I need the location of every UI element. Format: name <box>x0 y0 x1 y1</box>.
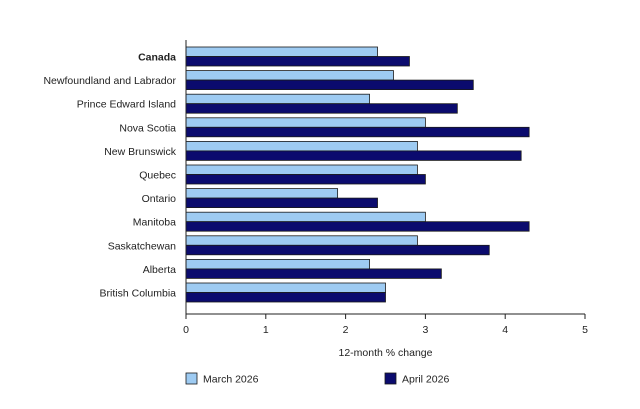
category-label-saskatchewan: Saskatchewan <box>108 240 176 252</box>
bar-newfoundland-and-labrador-april-2026 <box>185 79 474 90</box>
category-label-alberta: Alberta <box>143 264 176 276</box>
bar-british-columbia-april-2026 <box>185 292 386 303</box>
category-label-ontario: Ontario <box>142 193 177 205</box>
bar-new-brunswick-april-2026 <box>185 150 522 161</box>
category-labels: Canada Newfoundland and Labrador Prince Ed… <box>43 52 176 300</box>
bar-nova-scotia-march-2026 <box>185 117 426 128</box>
bar-manitoba-april-2026 <box>185 221 530 232</box>
bar-ontario-april-2026 <box>185 197 378 209</box>
bar-saskatchewan-april-2026 <box>185 244 490 256</box>
legend-swatch-march-2026 <box>185 372 198 385</box>
x-axis-ticks: 0 1 2 3 4 5 <box>183 314 588 336</box>
bar-canada-april-2026 <box>185 56 410 67</box>
category-label-manitoba: Manitoba <box>133 217 176 229</box>
legend-swatch-april-2026 <box>384 372 397 385</box>
x-tick-label-5: 5 <box>582 324 588 336</box>
bar-british-columbia-march-2026 <box>185 282 386 293</box>
bars-group <box>185 46 530 303</box>
legend-label-march-2026: March 2026 <box>203 374 259 386</box>
bar-new-brunswick-march-2026 <box>185 140 418 152</box>
bar-saskatchewan-march-2026 <box>185 235 418 246</box>
x-tick-label-2: 2 <box>343 324 349 336</box>
legend-label-april-2026: April 2026 <box>402 374 449 386</box>
bar-prince-edward-island-april-2026 <box>185 103 458 114</box>
bar-newfoundland-and-labrador-march-2026 <box>185 70 394 81</box>
bar-prince-edward-island-march-2026 <box>185 93 370 105</box>
x-axis-title: 12-month % change <box>339 347 433 359</box>
x-tick-label-4: 4 <box>502 324 508 336</box>
x-tick-label-1: 1 <box>263 324 269 336</box>
bar-ontario-march-2026 <box>185 188 339 199</box>
bar-alberta-april-2026 <box>185 268 442 279</box>
legend: March 2026 April 2026 <box>185 372 449 386</box>
category-label-canada: Canada <box>138 52 176 64</box>
bar-quebec-march-2026 <box>185 164 418 175</box>
x-tick-label-3: 3 <box>422 324 428 336</box>
bar-manitoba-march-2026 <box>185 211 426 223</box>
category-label-quebec: Quebec <box>139 170 176 182</box>
bar-nova-scotia-april-2026 <box>185 126 530 138</box>
x-tick-label-0: 0 <box>183 324 189 336</box>
category-label-nova-scotia: Nova Scotia <box>119 122 176 134</box>
category-label-prince-edward-island: Prince Edward Island <box>77 99 176 111</box>
bar-canada-march-2026 <box>185 46 378 57</box>
category-label-british-columbia: British Columbia <box>100 288 177 300</box>
bar-quebec-april-2026 <box>185 174 426 185</box>
bar-alberta-march-2026 <box>185 258 370 270</box>
category-label-newfoundland-and-labrador: Newfoundland and Labrador <box>43 75 176 87</box>
category-label-new-brunswick: New Brunswick <box>104 146 177 158</box>
